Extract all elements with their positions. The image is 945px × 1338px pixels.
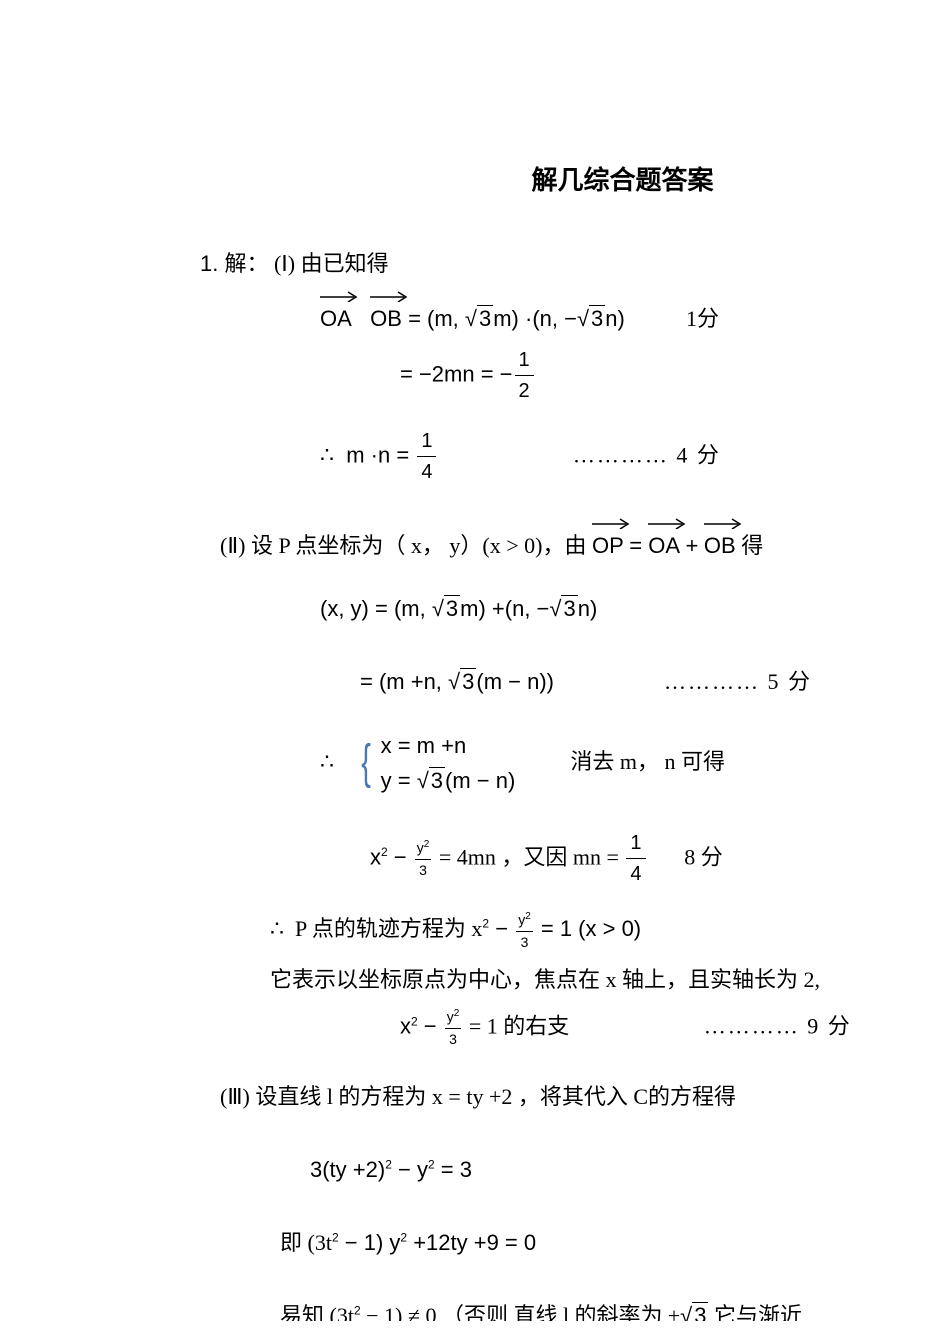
problem-number: 1. 解： xyxy=(200,251,268,276)
equation-system: x = m +n y = 3(m − n) xyxy=(381,728,516,798)
score-4: ………… 4 分 xyxy=(573,442,721,467)
sqrt-3-c: 3 xyxy=(432,592,460,625)
score-1: 1分 xyxy=(686,306,719,331)
plus-sign: + xyxy=(686,533,699,558)
vector-ob-2: OB xyxy=(704,517,736,562)
equation-7: x2 − y23 = 4mn ，又因 mn = 14 8 分 xyxy=(370,828,945,889)
eq3-text: m ·n = xyxy=(346,442,415,467)
last-text-c: 它与渐近 xyxy=(708,1303,802,1321)
eq6-after: 消去 m， n 可得 xyxy=(570,749,725,774)
equation-8: x2 − y23 = 1 的右支 ………… 9 分 xyxy=(400,1006,945,1050)
sqrt-3-b: 3 xyxy=(577,302,605,335)
eq5-text-a: = (m +n, xyxy=(360,669,448,694)
eq8-text: = 1 的右支 xyxy=(463,1014,569,1039)
therefore-symbol-3: ∴ xyxy=(270,916,284,941)
equation-3: ∴ m ·n = 14 ………… 4 分 xyxy=(320,426,945,487)
sqrt-3-e: 3 xyxy=(448,665,476,698)
sqrt-3-g: 3 xyxy=(680,1299,708,1321)
vector-arrow-icon xyxy=(704,515,744,529)
equation-1: OA OB = (m, 3m) ·(n, −3n) 1分 xyxy=(320,290,945,335)
score-8: 8 分 xyxy=(684,845,723,870)
eq8-x: x xyxy=(400,1014,411,1039)
eq8-minus: − xyxy=(418,1014,443,1039)
system-row-1: x = m +n xyxy=(381,728,516,763)
vector-op: OP xyxy=(592,517,624,562)
fraction-quarter-2: 14 xyxy=(626,828,645,889)
eq4-text-b: m) +(n, − xyxy=(460,596,549,621)
vector-op-label: OP xyxy=(592,533,624,558)
left-brace-icon: { xyxy=(362,739,372,787)
score-9: ………… 9 分 xyxy=(704,1014,852,1039)
equals-sign: = xyxy=(629,533,648,558)
part2-end: 得 xyxy=(741,533,763,558)
eq5-text-b: (m − n)) xyxy=(476,669,554,694)
fraction-half: 12 xyxy=(515,345,534,406)
equation-10: 即 (3t2 − 1) y2 +12ty +9 = 0 xyxy=(280,1226,945,1259)
equation-5: = (m +n, 3(m − n)) ………… 5 分 xyxy=(360,665,945,698)
result-text-c: = 1 (x > 0) xyxy=(535,916,641,941)
eq9-text-c: = 3 xyxy=(435,1157,472,1182)
part2-line: (Ⅱ) 设 P 点坐标为（ x， y）(x > 0)，由 OP = OA + O… xyxy=(220,517,945,562)
vector-ob-label: OB xyxy=(370,306,402,331)
system-row-2: y = 3(m − n) xyxy=(381,763,516,798)
last-line: 易知 (3t2 − 1) ≠ 0 （否则 直线 l 的斜率为 ±3 它与渐近 xyxy=(280,1299,945,1321)
result-line: ∴ P 点的轨迹方程为 x2 − y23 = 1 (x > 0) xyxy=(270,909,945,953)
eq4-text-c: n) xyxy=(578,596,598,621)
score-5: ………… 5 分 xyxy=(664,669,812,694)
sqrt-3-f: 3 xyxy=(417,763,445,798)
vector-oa: OA xyxy=(320,290,352,335)
part1-label: (Ⅰ) 由已知得 xyxy=(274,251,389,276)
vector-ob-label: OB xyxy=(704,533,736,558)
fraction-y2-3: y23 xyxy=(415,837,432,881)
page-title: 解几综合题答案 xyxy=(300,160,945,197)
document-page: 解几综合题答案 1. 解： (Ⅰ) 由已知得 OA OB = (m, 3m) ·… xyxy=(0,0,945,1338)
equation-6: ∴ { x = m +n y = 3(m − n) 消去 m， n 可得 xyxy=(320,728,945,798)
last-text-b: − 1) ≠ 0 （否则 直线 l 的斜率为 ± xyxy=(361,1303,681,1321)
eq1-text-a: = (m, xyxy=(408,306,465,331)
eq7-text: = 4mn ，又因 mn = xyxy=(433,845,624,870)
sqrt-3-d: 3 xyxy=(549,592,577,625)
eq1-text-b: m) ·(n, − xyxy=(493,306,577,331)
vector-arrow-icon xyxy=(648,515,688,529)
description-line: 它表示以坐标原点为中心，焦点在 x 轴上，且实轴长为 2, xyxy=(270,963,945,996)
eq9-text-a: 3(ty +2) xyxy=(310,1157,385,1182)
fraction-quarter: 14 xyxy=(417,426,436,487)
sqrt-3-a: 3 xyxy=(465,302,493,335)
part2-label: (Ⅱ) 设 P 点坐标为（ x， y）(x > 0)，由 xyxy=(220,533,592,558)
result-minus: − xyxy=(489,916,514,941)
last-text-a: 易知 (3t xyxy=(280,1303,354,1321)
therefore-symbol: ∴ xyxy=(320,442,334,467)
vector-arrow-icon xyxy=(320,288,360,302)
problem-line-1: 1. 解： (Ⅰ) 由已知得 xyxy=(200,247,945,280)
vector-oa-2: OA xyxy=(648,517,680,562)
equation-4: (x, y) = (m, 3m) +(n, −3n) xyxy=(320,592,945,625)
eq7-x: x xyxy=(370,845,381,870)
eq7-minus: − xyxy=(388,845,413,870)
vector-arrow-icon xyxy=(370,288,410,302)
eq4-text-a: (x, y) = (m, xyxy=(320,596,432,621)
therefore-symbol-2: ∴ xyxy=(320,749,334,774)
fraction-y2-3-b: y23 xyxy=(516,909,533,953)
equation-9: 3(ty +2)2 − y2 = 3 xyxy=(310,1153,945,1186)
eq10-text-b: − 1) y xyxy=(339,1230,401,1255)
part3-line: (Ⅲ) 设直线 l 的方程为 x = ty +2 ，将其代入 C的方程得 xyxy=(220,1080,945,1113)
eq2-text: = −2mn = − xyxy=(400,361,513,386)
vector-oa-label: OA xyxy=(320,306,352,331)
vector-arrow-icon xyxy=(592,515,632,529)
eq9-text-b: − y xyxy=(392,1157,428,1182)
equation-2: = −2mn = −12 xyxy=(400,345,945,406)
result-text-a: P 点的轨迹方程为 x xyxy=(295,916,482,941)
eq1-text-c: n) xyxy=(605,306,625,331)
vector-oa-label: OA xyxy=(648,533,680,558)
eq10-text-c: +12ty +9 = 0 xyxy=(407,1230,536,1255)
eq10-text-a: 即 (3t xyxy=(280,1230,332,1255)
vector-ob: OB xyxy=(370,290,402,335)
fraction-y2-3-c: y23 xyxy=(445,1006,462,1050)
